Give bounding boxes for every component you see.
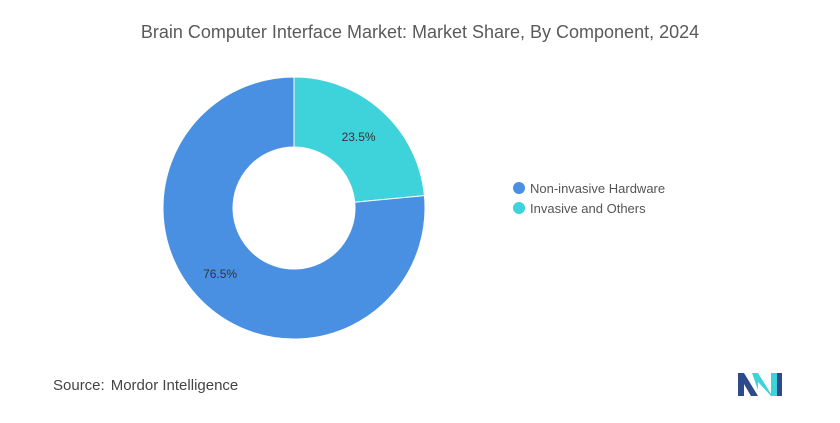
legend-label-invasive-and-others: Invasive and Others: [530, 200, 646, 216]
legend-swatch-invasive-and-others: [513, 202, 525, 214]
source-text: Mordor Intelligence: [110, 377, 239, 394]
donut-slice-non-invasive-hardware[interactable]: [162, 76, 426, 340]
legend: Non-invasive Hardware Invasive and Other…: [513, 178, 665, 218]
data-label-invasive-and-others: 23.5%: [342, 130, 376, 144]
legend-item-non-invasive-hardware[interactable]: Non-invasive Hardware: [513, 178, 665, 198]
chart-title: Brain Computer Interface Market: Market …: [140, 22, 700, 42]
legend-item-invasive-and-others[interactable]: Invasive and Others: [513, 198, 665, 218]
data-label-non-invasive-hardware: 76.5%: [203, 267, 237, 281]
source-label: Source:: [53, 377, 105, 394]
logo-left-stroke: [738, 373, 758, 396]
mordor-intelligence-logo: [738, 373, 782, 396]
logo-middle-stroke: [752, 373, 777, 396]
logo-right-stroke: [777, 373, 782, 396]
legend-swatch-non-invasive-hardware: [513, 182, 525, 194]
source-note: Source: Mordor Intelligence: [53, 377, 238, 394]
legend-label-non-invasive-hardware: Non-invasive Hardware: [530, 180, 666, 196]
donut-slice-invasive-and-others[interactable]: [293, 76, 425, 203]
